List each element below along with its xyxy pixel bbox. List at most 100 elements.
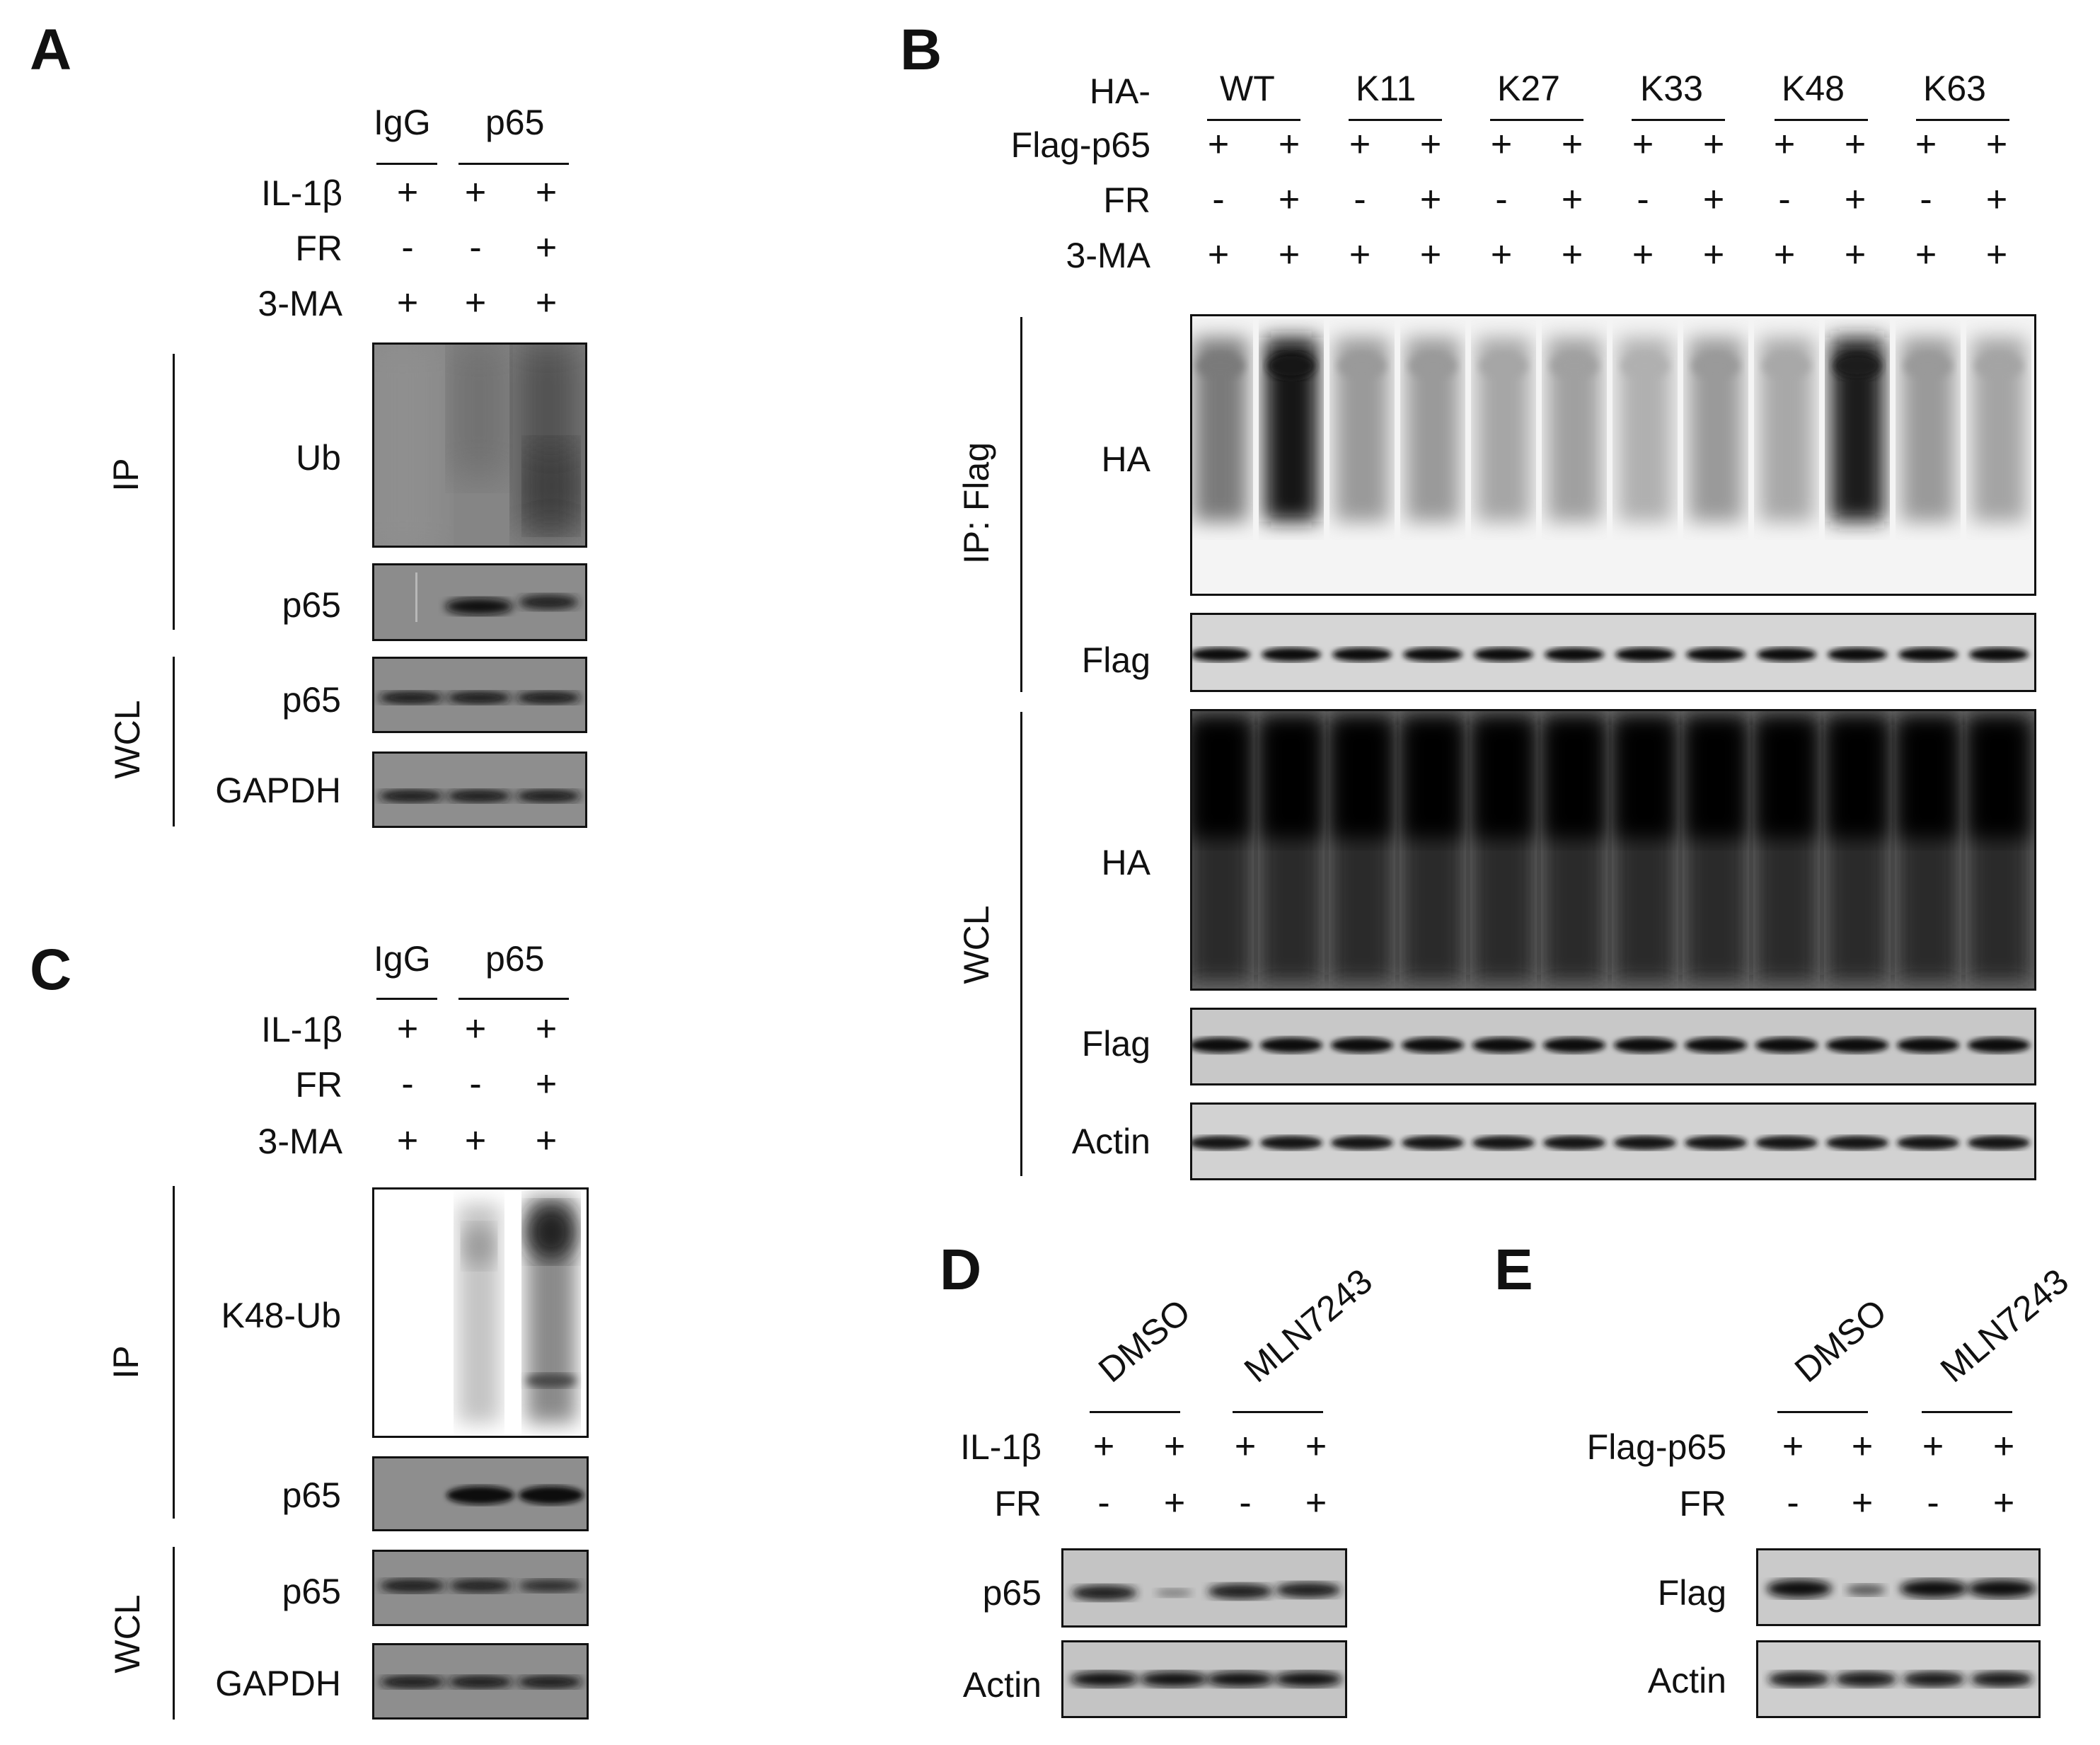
a-blot-ip-p65 [372,563,587,641]
e-blot-label-actin: Actin [1647,1661,1726,1700]
e-row-label-fr: FR [1679,1484,1726,1524]
b-sign: + [1985,234,2008,275]
b-sign: - [1212,179,1225,220]
a-row-label-fr: FR [295,229,342,268]
b-row-label-flag-p65: Flag-p65 [1010,125,1150,165]
b-sign: + [1349,234,1371,275]
a-sign: + [535,227,558,268]
c-blot-ip-p65 [372,1456,589,1531]
b-sign: + [1278,234,1300,275]
b-sign: + [1702,124,1725,165]
d-sign: - [1239,1482,1252,1524]
c-sign: - [469,1064,482,1105]
b-ip-bracket [1020,317,1022,692]
c-group-p65: p65 [485,939,545,979]
a-sign: - [401,227,414,268]
c-ip-label: IP [106,1345,146,1379]
b-blot-actin [1190,1102,2036,1180]
a-wcl-bracket [173,657,175,827]
a-blot-ub [372,342,587,548]
d-sign: + [1163,1482,1186,1524]
d-sign: - [1097,1482,1110,1524]
b-sign: + [1985,179,2008,220]
panel-letter-d: D [940,1238,982,1302]
c-group-igg: IgG [374,939,431,979]
panel-letter-b: B [900,18,942,82]
b-sign: + [1561,179,1583,220]
e-blot-flag [1756,1548,2041,1626]
a-group-p65-line [458,163,569,165]
b-sign: - [1354,179,1366,220]
c-wcl-label: WCL [108,1594,147,1674]
c-row-label-3ma: 3-MA [258,1122,342,1161]
b-sign: + [1702,179,1725,220]
c-blot-wcl-p65 [372,1550,589,1626]
a-sign: + [464,282,487,323]
b-sign: - [1920,179,1932,220]
b-blot-wcl-flag [1190,1008,2036,1085]
b-sign: + [1278,179,1300,220]
c-sign: + [535,1120,558,1161]
d-blot-actin [1061,1640,1347,1718]
b-sign: - [1778,179,1791,220]
b-sign: + [1632,124,1654,165]
a-sign: + [396,172,419,213]
b-blot-ip-ha [1190,314,2036,596]
d-group-dmso-line [1090,1411,1180,1413]
b-sign: - [1495,179,1508,220]
e-sign: + [1851,1482,1874,1524]
a-sign: - [469,227,482,268]
c-group-p65-line [458,998,569,1000]
e-sign: + [1992,1482,2015,1524]
b-blot-label-ip-flag: Flag [1081,640,1150,680]
b-group-line [1490,119,1583,121]
b-sign: + [1632,234,1654,275]
c-blot-label-wcl-p65: p65 [282,1572,341,1611]
c-sign: + [464,1008,487,1049]
c-blot-label-ip-p65: p65 [282,1475,341,1515]
b-sign: + [1490,234,1513,275]
e-group-mln7243-line [1922,1411,2012,1413]
b-group-line [1207,119,1300,121]
d-group-mln7243: MLN7243 [1236,1261,1380,1390]
c-sign: + [396,1120,419,1161]
b-sign: + [1278,124,1300,165]
a-sign: + [535,172,558,213]
e-sign: - [1787,1482,1799,1524]
c-blot-gapdh [372,1643,589,1720]
d-sign: + [1305,1426,1327,1467]
e-group-mln7243: MLN7243 [1932,1261,2077,1390]
d-blot-label-actin: Actin [962,1665,1042,1705]
b-row-label-3ma: 3-MA [1066,236,1150,275]
a-ip-label: IP [106,458,146,492]
a-blot-gapdh [372,751,587,828]
a-row-label-3ma: 3-MA [258,284,342,323]
b-sign: + [1207,124,1230,165]
c-row-label-fr: FR [295,1065,342,1105]
b-sign: + [1561,124,1583,165]
b-group-line [1916,119,2009,121]
e-group-dmso-line [1777,1411,1868,1413]
b-sign: + [1985,124,2008,165]
d-group-dmso: DMSO [1090,1291,1198,1390]
c-blot-label-k48ub: K48-Ub [221,1296,341,1335]
b-wcl-bracket [1020,712,1022,1176]
b-sign: + [1773,234,1796,275]
c-row-label-il1b: IL-1β [261,1010,342,1049]
d-row-label-fr: FR [994,1484,1042,1524]
d-sign: + [1163,1426,1186,1467]
d-sign: + [1092,1426,1115,1467]
b-group-k33: K33 [1640,69,1703,108]
d-blot-label-p65: p65 [982,1573,1042,1613]
b-group-k11: K11 [1356,69,1417,108]
b-sign: + [1915,234,1937,275]
b-blot-label-actin: Actin [1071,1122,1150,1161]
c-group-igg-line [376,998,437,1000]
a-row-label-il1b: IL-1β [261,173,342,213]
e-row-label-flag-p65: Flag-p65 [1586,1427,1726,1467]
b-sign: + [1773,124,1796,165]
b-sign: + [1702,234,1725,275]
b-group-line [1349,119,1442,121]
a-blot-label-wcl-p65: p65 [282,680,341,720]
a-ip-bracket [173,354,175,630]
